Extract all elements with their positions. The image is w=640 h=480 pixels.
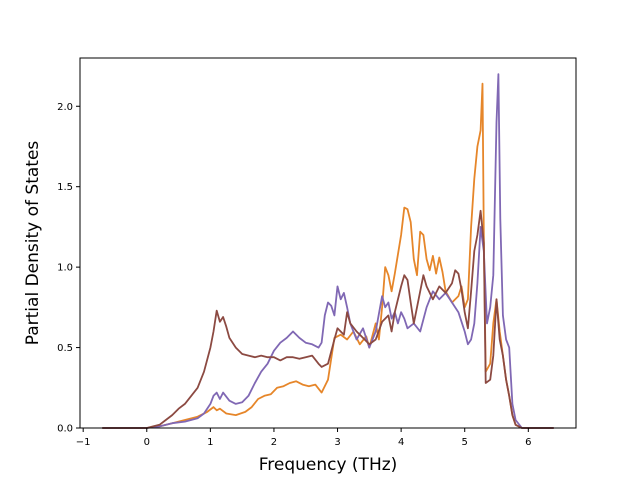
y-axis: 0.0 0.5 1.0 1.5 2.0	[57, 102, 80, 435]
y-tick-label: 1.5	[57, 182, 73, 193]
x-tick-label: 5	[462, 437, 468, 448]
x-tick-label: 4	[398, 437, 404, 448]
y-tick-label: 0.0	[57, 424, 73, 435]
x-tick-label: 2	[271, 437, 277, 448]
y-axis-label: Partial Density of States	[23, 141, 43, 346]
y-tick-label: 0.5	[57, 343, 73, 354]
series-line-1	[102, 82, 554, 429]
x-tick-label: 3	[334, 437, 340, 448]
x-axis-label: Frequency (THz)	[259, 455, 398, 475]
y-tick-label: 2.0	[57, 102, 73, 113]
series-line-3	[102, 209, 554, 429]
plot-frame	[79, 57, 577, 429]
x-tick-label: 6	[525, 437, 531, 448]
series-layer	[102, 73, 554, 429]
x-tick-label: 1	[207, 437, 213, 448]
x-axis: −1 0 1 2 3 4 5 6	[76, 428, 531, 448]
y-tick-label: 1.0	[57, 263, 73, 274]
x-tick-label: −1	[76, 437, 91, 448]
x-tick-label: 0	[144, 437, 150, 448]
